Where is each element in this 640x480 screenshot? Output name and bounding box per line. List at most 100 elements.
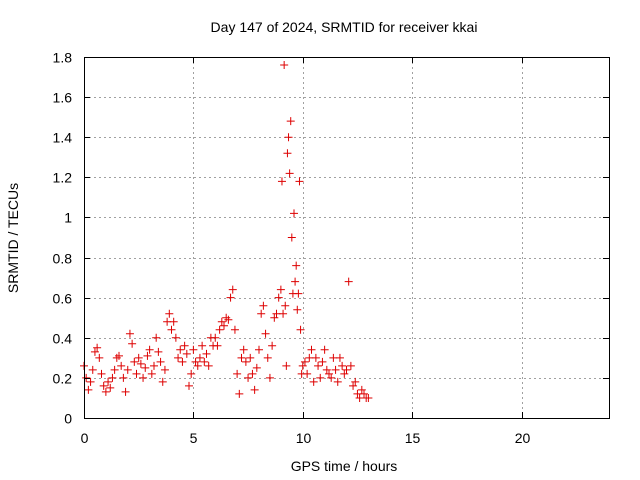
data-point — [156, 357, 165, 366]
data-point — [158, 377, 167, 386]
data-point — [342, 365, 351, 374]
data-point — [346, 361, 355, 370]
y-tick-label: 0.6 — [53, 291, 73, 307]
data-point — [139, 373, 148, 382]
data-point — [217, 317, 226, 326]
data-point — [311, 353, 320, 362]
data-point — [204, 361, 213, 370]
data-point — [176, 345, 185, 354]
data-point — [364, 393, 373, 402]
data-point — [198, 341, 207, 350]
data-point — [338, 361, 347, 370]
y-tick-label: 1.4 — [53, 130, 73, 146]
data-point — [171, 333, 180, 342]
y-tick-label: 1.6 — [53, 90, 73, 106]
data-point — [320, 345, 329, 354]
data-point — [228, 285, 237, 294]
data-point — [274, 293, 283, 302]
axis-ticks — [84, 57, 609, 419]
plot-frame — [84, 57, 610, 419]
data-point — [106, 383, 115, 392]
data-point — [200, 357, 209, 366]
x-tick-label: 5 — [190, 430, 198, 446]
data-point — [268, 341, 277, 350]
grid-layer — [84, 57, 609, 418]
data-point — [101, 387, 110, 396]
data-point — [291, 277, 300, 286]
data-point — [283, 149, 292, 158]
data-point — [239, 345, 248, 354]
data-point — [259, 301, 268, 310]
data-point — [95, 353, 104, 362]
data-point — [215, 325, 224, 334]
data-point — [252, 363, 261, 372]
data-point — [335, 353, 344, 362]
data-point — [136, 359, 145, 368]
data-point — [110, 365, 119, 374]
data-point — [90, 347, 99, 356]
data-point — [193, 361, 202, 370]
data-point — [195, 353, 204, 362]
data-point — [284, 133, 293, 142]
data-point — [145, 345, 154, 354]
data-point — [293, 305, 302, 314]
data-point — [169, 317, 178, 326]
data-point — [261, 329, 270, 338]
y-tick-label: 0.2 — [53, 371, 73, 387]
y-tick-label: 1 — [64, 210, 72, 226]
data-point — [307, 345, 316, 354]
data-point — [277, 177, 286, 186]
data-point — [300, 357, 309, 366]
data-point — [351, 377, 360, 386]
data-point — [224, 315, 233, 324]
data-point — [257, 309, 266, 318]
data-point — [290, 209, 298, 218]
data-point — [235, 389, 244, 398]
data-point — [285, 169, 294, 178]
data-point — [303, 369, 312, 378]
data-point — [263, 353, 272, 362]
data-point — [143, 351, 152, 360]
data-point — [292, 261, 301, 270]
data-point — [174, 353, 183, 362]
data-point — [230, 325, 239, 334]
data-point — [325, 369, 333, 378]
data-point — [147, 369, 156, 378]
data-point — [331, 365, 340, 374]
y-axis-label: SRMTID / TECUs — [5, 183, 21, 293]
data-point — [340, 369, 349, 378]
data-point — [134, 353, 143, 362]
data-point — [185, 381, 193, 390]
data-marks — [80, 61, 373, 402]
data-point — [121, 387, 130, 396]
data-point — [132, 369, 141, 378]
data-point — [237, 353, 246, 362]
data-point — [294, 289, 303, 298]
y-tick-label: 0 — [64, 411, 72, 427]
data-point — [130, 357, 139, 366]
tick-labels: 0 0.2 0.4 0.6 0.8 1 1.2 1.4 1.6 1.8 0 5 10 15 20 — [53, 50, 531, 447]
data-point — [250, 385, 259, 394]
data-point — [115, 351, 123, 360]
data-point — [255, 345, 263, 354]
data-point — [357, 385, 366, 394]
data-point — [178, 357, 187, 366]
y-tick-label: 1.8 — [53, 50, 73, 66]
x-tick-label: 20 — [515, 430, 531, 446]
data-point — [112, 353, 121, 362]
data-point — [276, 285, 285, 294]
data-point — [318, 357, 327, 366]
data-point — [167, 325, 176, 334]
data-point — [88, 365, 97, 374]
y-tick-label: 0.8 — [53, 251, 73, 267]
data-point — [93, 343, 102, 352]
data-point — [182, 349, 191, 358]
data-point — [187, 369, 196, 378]
data-point — [104, 377, 113, 386]
data-point — [117, 361, 126, 370]
x-axis-label: GPS time / hours — [291, 458, 398, 474]
data-point — [226, 293, 235, 302]
data-point — [248, 369, 257, 378]
data-point — [282, 361, 291, 370]
data-point — [322, 365, 331, 374]
